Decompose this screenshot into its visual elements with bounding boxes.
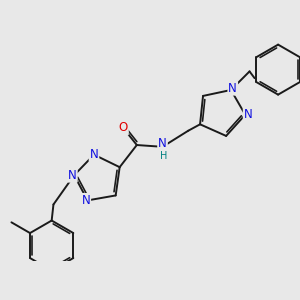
Text: O: O: [118, 122, 128, 134]
Text: N: N: [81, 194, 90, 207]
Text: N: N: [68, 169, 77, 182]
Text: N: N: [90, 148, 98, 161]
Text: N: N: [228, 82, 237, 95]
Text: N: N: [244, 108, 253, 121]
Text: N: N: [158, 137, 167, 151]
Text: H: H: [160, 151, 167, 161]
